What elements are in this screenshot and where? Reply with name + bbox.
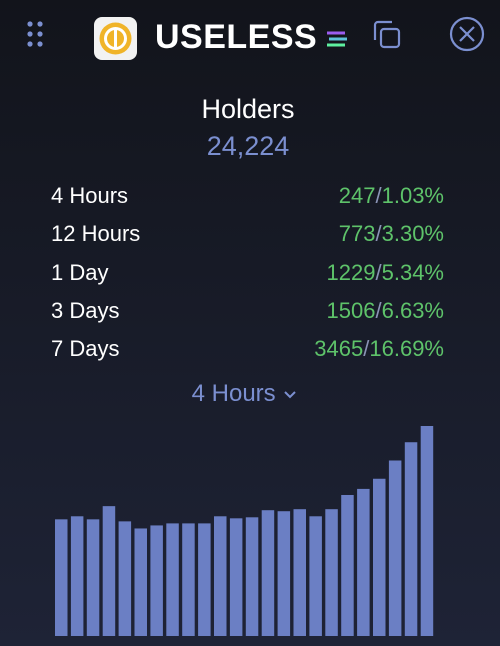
stat-percent: 6.63% <box>381 297 444 323</box>
bar <box>373 478 386 636</box>
stat-count: 1229 <box>326 259 376 285</box>
bar <box>277 511 291 636</box>
bar <box>214 516 227 636</box>
close-icon[interactable] <box>449 16 485 52</box>
bar <box>245 517 259 636</box>
stat-row: 4 Hours 247/1.03% <box>51 183 444 213</box>
stat-count: 1506 <box>326 297 376 323</box>
stat-label: 1 Day <box>51 259 109 285</box>
stat-value: 3465/16.69% <box>314 336 444 366</box>
bar <box>166 523 179 636</box>
stat-row: 7 Days 3465/16.69% <box>51 336 444 366</box>
bar <box>420 426 434 636</box>
copy-icon[interactable] <box>373 20 401 49</box>
bar <box>293 509 306 636</box>
bar <box>357 488 370 636</box>
stat-row: 12 Hours 773/3.30% <box>51 221 444 251</box>
separator: / <box>375 297 382 323</box>
bar <box>198 523 211 636</box>
menu-icon[interactable] <box>27 21 43 47</box>
bar <box>102 506 116 636</box>
token-logo <box>94 17 137 60</box>
stat-value: 1506/6.63% <box>327 298 444 328</box>
stat-label: 4 Hours <box>51 183 129 208</box>
separator: / <box>363 336 370 362</box>
bar <box>134 528 147 636</box>
chart <box>55 426 434 636</box>
bar <box>309 516 322 636</box>
token-name: USELESS <box>155 18 318 56</box>
chevron[interactable] <box>282 389 298 401</box>
period-selector[interactable]: 4 Hours <box>0 380 490 408</box>
stat-count: 773 <box>338 221 376 247</box>
separator: / <box>375 183 382 208</box>
holders-total: 24,224 <box>206 131 290 161</box>
stat-value: 773/3.30% <box>339 221 444 251</box>
stat-value: 247/1.03% <box>339 183 444 213</box>
bar <box>229 518 243 636</box>
separator: / <box>375 259 382 285</box>
stat-percent: 16.69% <box>369 336 444 362</box>
stat-label: 12 Hours <box>51 221 141 247</box>
stat-count: 3465 <box>314 336 364 362</box>
bar <box>118 521 132 636</box>
bar <box>261 510 275 636</box>
bar <box>55 519 68 636</box>
separator: / <box>375 221 382 247</box>
bar <box>388 460 402 636</box>
holders-title: Holders <box>201 94 295 124</box>
stat-percent: 3.30% <box>381 221 444 247</box>
bar <box>325 509 338 636</box>
stat-label: 3 Days <box>51 297 120 323</box>
stat-label: 7 Days <box>51 336 120 362</box>
bar <box>70 516 84 636</box>
stat-percent: 1.03% <box>381 183 444 208</box>
chain-icon <box>327 31 347 47</box>
stat-value: 1229/5.34% <box>327 260 444 290</box>
header-icons <box>27 16 485 60</box>
period-label[interactable]: 4 Hours <box>191 380 276 407</box>
stat-percent: 5.34% <box>381 259 444 285</box>
stat-row: 1 Day 1229/5.34% <box>51 260 444 290</box>
bar <box>182 523 195 636</box>
stat-count: 247 <box>338 183 376 208</box>
bar <box>404 442 418 636</box>
bar <box>86 519 100 636</box>
bar <box>150 525 163 636</box>
bar <box>341 494 354 636</box>
stat-row: 3 Days 1506/6.63% <box>51 298 444 328</box>
